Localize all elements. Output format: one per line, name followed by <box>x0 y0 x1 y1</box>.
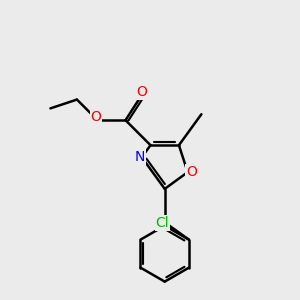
Text: O: O <box>186 165 197 179</box>
Text: O: O <box>136 85 147 99</box>
Text: Cl: Cl <box>156 216 169 230</box>
Text: O: O <box>91 110 101 124</box>
Text: N: N <box>134 150 145 164</box>
